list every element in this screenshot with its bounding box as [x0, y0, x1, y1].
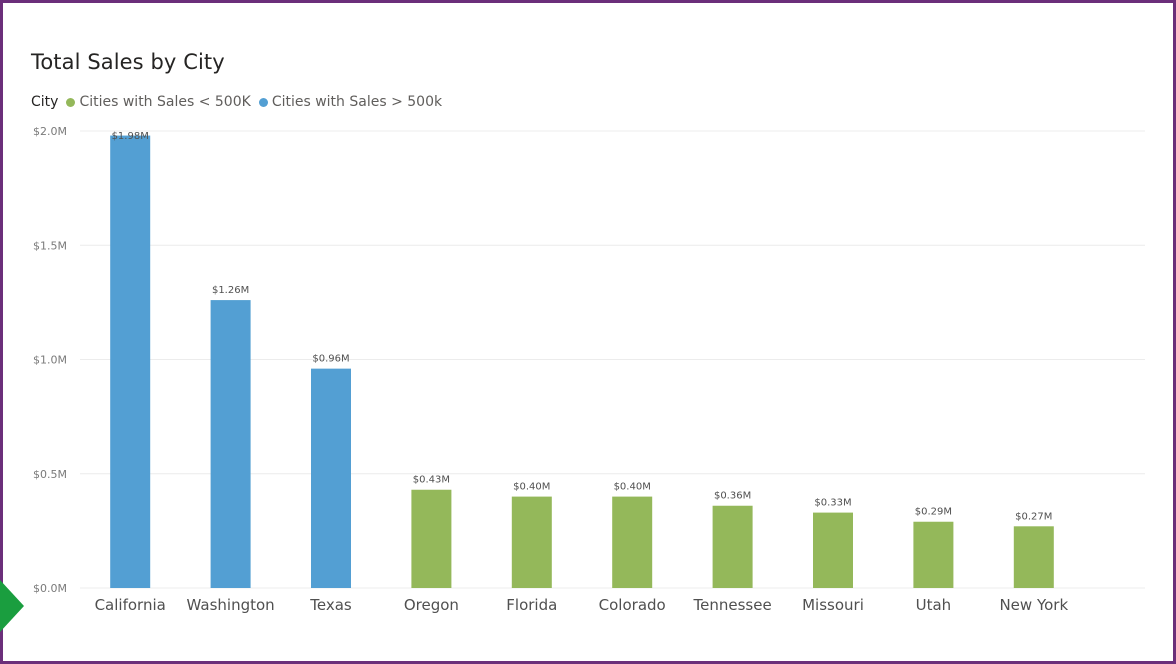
legend: City Cities with Sales < 500K Cities wit… — [31, 94, 450, 110]
y-tick-label: $1.0M — [33, 354, 67, 367]
x-tick-label: Texas — [309, 596, 352, 614]
y-tick-label: $0.5M — [33, 468, 67, 481]
data-label: $0.36M — [714, 491, 751, 502]
x-tick-label: Tennessee — [693, 596, 772, 614]
x-tick-label: New York — [999, 596, 1068, 614]
x-tick-label: Missouri — [802, 596, 864, 614]
bar[interactable] — [511, 496, 552, 588]
bar[interactable] — [712, 505, 753, 588]
legend-item-below-500k[interactable]: Cities with Sales < 500K — [66, 94, 251, 110]
data-label: $0.27M — [1015, 511, 1052, 522]
bar[interactable] — [1013, 526, 1054, 588]
legend-label-below-500k: Cities with Sales < 500K — [79, 94, 251, 110]
bar[interactable] — [210, 300, 251, 588]
data-label: $0.29M — [915, 507, 952, 518]
bar[interactable] — [311, 368, 351, 588]
x-tick-label: Utah — [916, 596, 952, 614]
x-tick-label: Florida — [506, 596, 557, 614]
x-tick-label: Colorado — [599, 596, 666, 614]
x-tick-label: Oregon — [404, 596, 459, 614]
bar[interactable] — [813, 512, 853, 588]
data-label: $0.40M — [614, 482, 651, 493]
y-tick-label: $0.0M — [33, 582, 67, 595]
y-tick-label: $2.0M — [33, 125, 67, 138]
bar[interactable] — [913, 521, 954, 588]
bar[interactable] — [110, 135, 151, 588]
data-label: $0.40M — [513, 482, 550, 493]
data-label: $0.33M — [814, 498, 851, 509]
legend-label-above-500k: Cities with Sales > 500k — [271, 94, 443, 110]
data-label: $0.96M — [312, 354, 349, 365]
chart-title: Total Sales by City — [31, 50, 225, 74]
legend-title: City — [31, 94, 59, 110]
legend-item-above-500k[interactable]: Cities with Sales > 500k — [258, 94, 443, 110]
bar[interactable] — [612, 496, 653, 588]
legend-dot-above-500k — [258, 97, 268, 107]
legend-dot-below-500k — [66, 97, 76, 107]
x-tick-label: California — [95, 596, 166, 614]
green-arrow-marker — [0, 580, 24, 632]
data-label: $1.98M — [112, 131, 149, 142]
y-tick-label: $1.5M — [33, 239, 67, 252]
data-label: $0.43M — [413, 475, 450, 486]
x-tick-label: Washington — [187, 596, 275, 614]
bar[interactable] — [411, 489, 452, 588]
data-label: $1.26M — [212, 285, 249, 296]
